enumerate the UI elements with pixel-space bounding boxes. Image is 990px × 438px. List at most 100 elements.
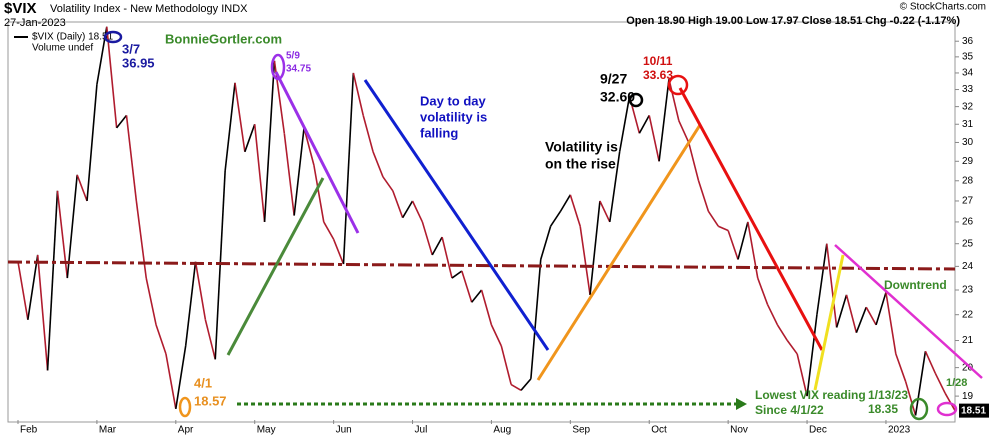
- line-segment: [283, 133, 295, 216]
- annotation: 10/11: [643, 54, 673, 68]
- legend-entry: $VIX (Daily) 18.51: [32, 32, 114, 43]
- line-segment: [293, 127, 305, 216]
- y-tick-label: 34: [962, 68, 974, 79]
- x-tick-label: Aug: [493, 425, 511, 436]
- line-segment: [717, 225, 729, 232]
- line-segment: [618, 96, 631, 152]
- chart-date: 27-Jan-2023: [4, 17, 66, 29]
- x-tick-label: May: [257, 425, 276, 436]
- y-tick-label: 26: [962, 217, 974, 228]
- annotation: 18.57: [194, 393, 227, 408]
- line-segment: [362, 115, 374, 153]
- x-tick-label: Dec: [809, 425, 827, 436]
- highlight: [936, 401, 958, 417]
- y-tick-label: 29: [962, 156, 974, 167]
- y-tick-label: 20: [962, 362, 974, 373]
- line-segment: [737, 221, 749, 260]
- line-segment: [27, 254, 39, 320]
- annotation: 1/28: [946, 377, 967, 389]
- annotation: on the rise: [545, 156, 616, 172]
- line-segment: [224, 82, 236, 172]
- line-segment: [480, 289, 493, 326]
- y-tick-label: 31: [962, 119, 974, 130]
- line-segment: [471, 289, 483, 303]
- x-tick-label: Mar: [99, 425, 117, 436]
- line-segment: [855, 306, 867, 333]
- y-tick-label: 36: [962, 36, 974, 47]
- x-tick-label: Jul: [415, 425, 428, 436]
- annotation: 36.95: [122, 55, 155, 70]
- line-segment: [697, 180, 710, 212]
- line-segment: [372, 151, 384, 178]
- x-tick-label: 2023: [888, 425, 911, 436]
- line-segment: [382, 176, 394, 192]
- line-segment: [796, 353, 808, 397]
- line-segment: [904, 381, 917, 416]
- line-segment: [66, 174, 78, 279]
- line-segment: [214, 170, 226, 360]
- line-segment: [421, 221, 434, 256]
- trend-line: [363, 79, 550, 351]
- line-segment: [825, 243, 838, 328]
- line-segment: [549, 210, 562, 227]
- line-segment: [589, 200, 601, 295]
- line-segment: [165, 353, 177, 409]
- y-tick-label: 19: [962, 391, 974, 402]
- line-segment: [194, 261, 207, 320]
- highlight: [909, 397, 929, 421]
- line-segment: [204, 319, 217, 360]
- line-segment: [648, 115, 660, 162]
- y-tick-label: 35: [962, 51, 974, 62]
- highlight: [628, 92, 644, 108]
- x-tick-label: Sep: [572, 425, 590, 436]
- line-segment: [116, 114, 128, 129]
- line-segment: [638, 114, 650, 134]
- annotation: 34.75: [286, 64, 311, 75]
- line-segment: [569, 194, 581, 227]
- line-segment: [924, 350, 937, 374]
- line-segment: [86, 84, 98, 202]
- y-tick-label: 32: [962, 101, 974, 112]
- annotation: 5/9: [286, 51, 300, 62]
- x-tick-label: Oct: [651, 425, 667, 436]
- line-segment: [668, 78, 680, 121]
- y-tick-label: 30: [962, 137, 974, 148]
- line-segment: [46, 190, 59, 371]
- trend-line: [274, 71, 360, 234]
- y-tick-label: 23: [962, 285, 974, 296]
- line-segment: [313, 164, 325, 223]
- line-segment: [253, 124, 266, 223]
- line-segment: [451, 270, 463, 279]
- overlays: [7, 30, 983, 421]
- trend-line: [834, 244, 983, 379]
- annotation: volatility is: [420, 109, 487, 124]
- line-segment: [125, 115, 138, 202]
- chart-title: $VIX: [4, 0, 37, 17]
- quote: Open 18.90 High 19.00 Low 17.97 Close 18…: [626, 15, 960, 27]
- plot-frame: [7, 21, 956, 423]
- annotation: 18.35: [868, 402, 898, 416]
- line-segment: [835, 294, 848, 328]
- line-segment: [461, 270, 473, 303]
- line-segment: [431, 236, 443, 256]
- copyright: © StockCharts.com: [900, 2, 986, 13]
- x-tick-label: Feb: [20, 425, 38, 436]
- trend-line: [678, 87, 824, 351]
- line-segment: [539, 225, 552, 260]
- line-segment: [865, 306, 877, 326]
- y-tick-label: 21: [962, 335, 974, 346]
- line-segment: [244, 123, 256, 153]
- annotation: Lowest VIX reading: [755, 388, 866, 402]
- line-segment: [303, 127, 315, 166]
- line-segment: [845, 294, 858, 333]
- line-segment: [500, 345, 512, 385]
- line-segment: [707, 210, 719, 227]
- line-segment: [579, 226, 591, 295]
- line-segment: [727, 230, 739, 260]
- x-tick-label: Jun: [336, 425, 352, 436]
- line-segment: [559, 194, 572, 212]
- line-segment: [816, 243, 828, 315]
- y-tick-label: 28: [962, 175, 974, 186]
- line-segment: [36, 254, 49, 371]
- line-segment: [234, 82, 246, 152]
